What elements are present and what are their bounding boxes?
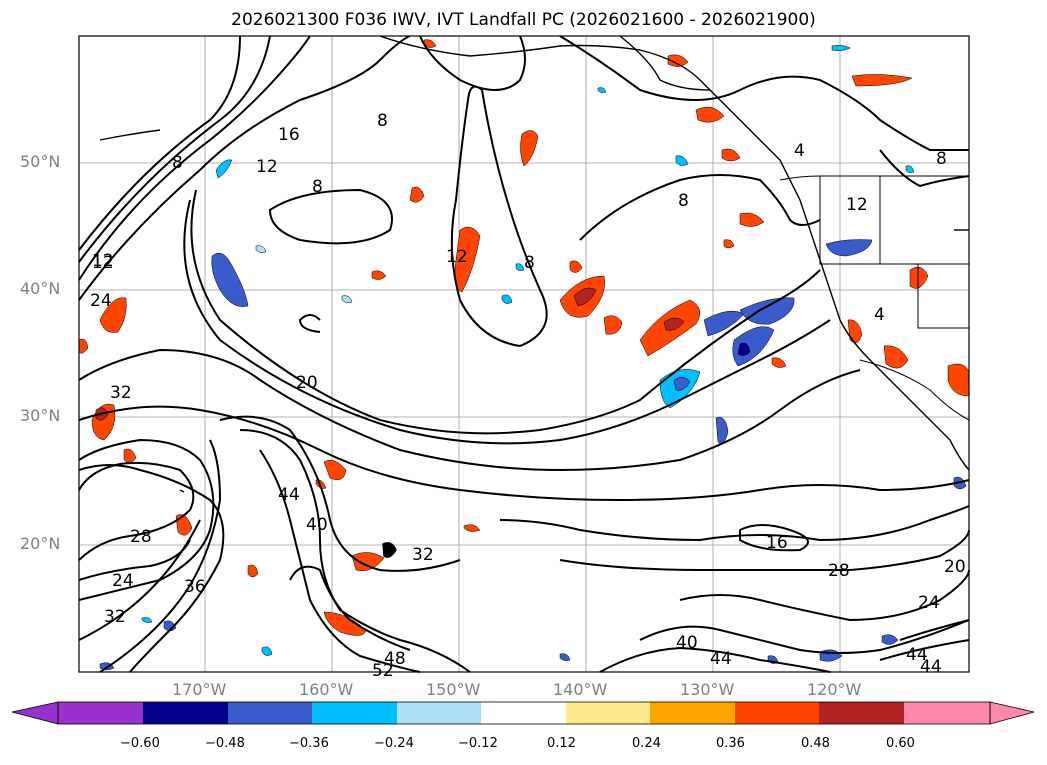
lat-label-30n: 30°N [20,406,61,425]
lat-label-40n: 40°N [20,279,61,298]
colorbar-tick: 0.36 [716,736,745,751]
colorbar-tick: 0.12 [547,736,576,751]
colorbar-swatch [397,702,481,724]
contour-label: 52 [372,661,394,681]
contour-label: 40 [676,633,698,653]
lat-label-50n: 50°N [20,152,61,171]
contour-label: 12 [256,157,278,177]
lon-label-130w: 130°W [680,680,735,699]
lon-label-160w: 160°W [299,680,354,699]
contour-label: 44 [906,645,928,665]
map-title: 2026021300 F036 IWV, IVT Landfall PC (20… [231,10,816,30]
colorbar-frame [57,701,991,725]
colorbar-swatch [819,702,904,724]
contour-label: 8 [936,149,947,169]
contour-label: 24 [112,571,134,591]
colorbar-swatch [228,702,312,724]
contour-label: 20 [296,373,318,393]
colorbar-swatch [312,702,397,724]
coastlines [99,35,970,558]
colorbar-swatch [989,701,1035,725]
contour-label: 8 [312,177,323,197]
contour-label: 44 [278,485,300,505]
contour-label: 4 [874,305,885,325]
contour-label: 28 [130,527,152,547]
contour-label: 8 [524,253,535,273]
contour-label: 32 [110,383,132,403]
contour-label: 48 [384,649,406,669]
contour-label: 24 [90,291,112,311]
colorbar-swatch [481,702,566,724]
colorbar-tick: −0.48 [205,736,245,751]
lon-label-150w: 150°W [426,680,481,699]
ivt-positive-patches [78,39,970,636]
colorbar-swatch [735,702,819,724]
colorbar-swatch [566,702,650,724]
contour-label: 44 [710,649,732,669]
map-frame [78,35,970,673]
contour-label: 12 [92,253,114,273]
lon-label-170w: 170°W [172,680,227,699]
colorbar-swatch [58,702,143,724]
colorbar-tick: 0.48 [801,736,830,751]
contour-label: 44 [920,657,942,677]
colorbar-swatch [650,702,735,724]
contour-label: 36 [184,577,206,597]
contour-label: 20 [944,557,966,577]
contour-label: 12 [446,247,468,267]
lat-label-20n: 20°N [20,534,61,553]
contour-label: 12 [92,251,114,271]
contour-label: 8 [172,153,183,173]
colorbar-swatch [11,701,59,725]
colorbar-tick: 0.24 [632,736,661,751]
colorbar-tick: −0.60 [120,736,160,751]
colorbar-tick: −0.36 [289,736,329,751]
colorbar-swatch [143,702,228,724]
contour-label: 28 [828,561,850,581]
colorbar-swatch [904,702,990,724]
contour-labels: 8 16 12 8 8 12 8 8 12 4 8 12 4 12 24 32 … [90,111,966,681]
colorbar-tick: 0.60 [886,736,915,751]
colorbar-tick: −0.12 [458,736,498,751]
lon-label-120w: 120°W [807,680,862,699]
contour-label: 24 [918,593,940,613]
contour-label: 16 [766,533,788,553]
colorbar [11,701,1035,725]
colorbar-tick: −0.24 [374,736,414,751]
contour-label: 8 [377,111,388,131]
contour-label: 16 [278,125,300,145]
contour-label: 4 [794,141,805,161]
contour-label: 32 [104,607,126,627]
contour-label: 32 [412,545,434,565]
iwv-contours [78,35,970,673]
contour-label: 8 [678,191,689,211]
lon-label-140w: 140°W [553,680,608,699]
contour-label: 40 [306,515,328,535]
contour-label: 12 [846,195,868,215]
